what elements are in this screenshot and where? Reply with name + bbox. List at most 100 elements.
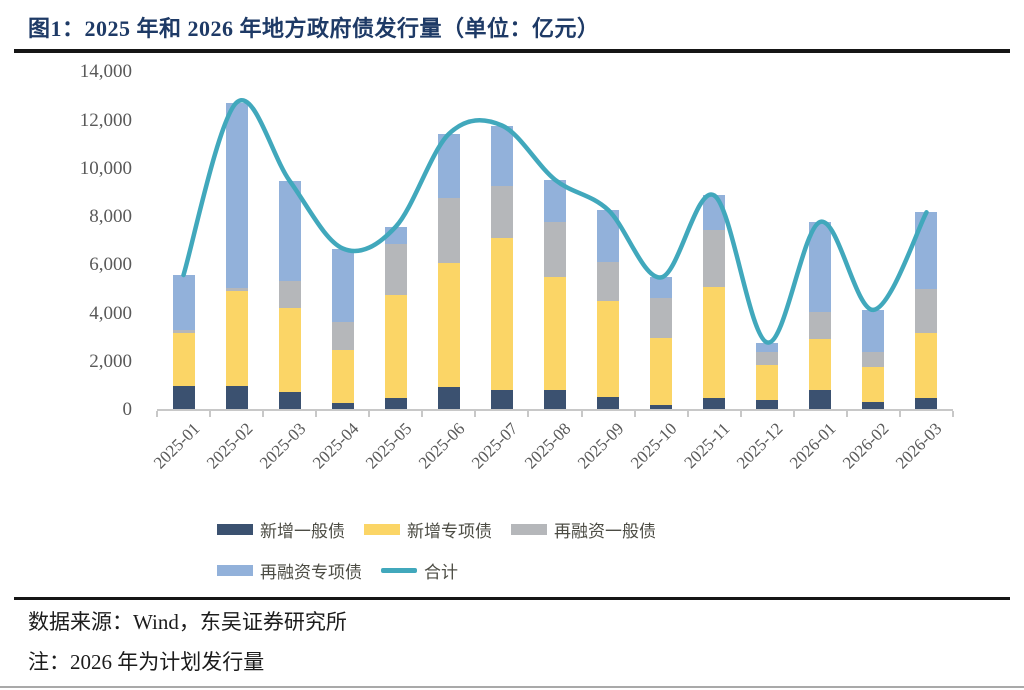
bar-segment-new-special — [809, 338, 832, 390]
bar-segment-refi-special — [809, 222, 832, 313]
figure-note: 注：2026 年为计划发行量 — [28, 650, 265, 674]
bar-segment-new-special — [597, 301, 620, 397]
x-tick — [633, 411, 636, 417]
x-tick-label: 2025-10 — [627, 419, 681, 473]
x-tick-label: 2025-04 — [308, 419, 363, 473]
bar-segment-refi-general — [703, 230, 726, 288]
figure-title: 图1：2025 年和 2026 年地方政府债发行量（单位：亿元） — [28, 16, 600, 41]
bar-segment-refi-general — [544, 221, 566, 278]
bar-segment-refi-general — [809, 312, 832, 339]
title-rule — [14, 49, 1010, 53]
bar-segment-new-general — [597, 396, 620, 410]
y-tick-label: 10,000 — [79, 157, 132, 179]
bar-segment-new-special — [225, 290, 248, 386]
x-tick-label: 2025-11 — [680, 419, 734, 473]
bar-stack-2026-02 — [862, 309, 885, 410]
legend-swatch-refi-general — [511, 524, 547, 535]
x-axis-line — [157, 409, 953, 411]
x-tick-label: 2025-03 — [255, 419, 310, 473]
bar-segment-refi-general — [650, 297, 673, 338]
x-tick — [368, 411, 371, 417]
bar-stack-2026-03 — [915, 212, 938, 410]
bar-segment-new-special — [915, 332, 938, 398]
bar-segment-new-general — [172, 385, 195, 410]
x-tick — [739, 411, 742, 417]
legend-label: 合计 — [424, 563, 458, 582]
bar-stack-2025-11 — [703, 195, 726, 410]
bar-segment-new-special — [437, 262, 460, 388]
bar-stack-2025-08 — [544, 179, 566, 410]
bar-segment-new-special — [544, 277, 566, 390]
bar-segment-refi-general — [331, 322, 354, 350]
x-tick-label: 2025-02 — [202, 419, 257, 473]
x-tick-label: 2025-12 — [733, 419, 787, 473]
bar-segment-new-general — [756, 400, 779, 410]
bar-stack-2025-09 — [597, 209, 620, 410]
bar-segment-refi-special — [862, 309, 885, 353]
chart-area: 0 2,000 4,000 6,000 8,000 10,000 12,000 14,000 … — [79, 61, 954, 473]
bar-segment-refi-special — [490, 125, 513, 186]
bar-segment-refi-general — [490, 185, 513, 238]
bar-segment-new-special — [490, 237, 513, 390]
bar-segment-new-general — [278, 391, 301, 410]
bar-stack-2026-01 — [809, 222, 832, 410]
legend-item-refi-general: 再融资一般债 — [511, 517, 656, 542]
bar-segment-new-special — [650, 337, 673, 406]
legend-swatch-new-special — [364, 524, 400, 535]
chart-legend: 新增一般债 新增专项债 再融资一般债再融资专项债 合计 — [217, 517, 675, 599]
y-tick-label: 0 — [122, 399, 133, 420]
bar-segment-new-general — [650, 405, 673, 410]
x-tick — [156, 411, 158, 417]
legend-swatch-refi-special — [217, 565, 253, 576]
bar-stack-2025-03 — [278, 180, 301, 410]
footer-rule — [14, 597, 1010, 600]
legend-label: 再融资专项债 — [260, 563, 362, 582]
bar-stack-2025-06 — [437, 133, 460, 410]
bar-segment-refi-general — [597, 261, 620, 302]
bar-segment-new-general — [437, 387, 460, 410]
legend-item-total: 合计 — [381, 558, 458, 583]
bar-segment-refi-general — [437, 197, 460, 263]
x-tick-label: 2025-05 — [361, 419, 416, 473]
bar-segment-refi-special — [650, 277, 673, 298]
x-tick-label: 2025-09 — [573, 419, 628, 473]
x-tick — [262, 411, 265, 417]
bar-stack-2025-12 — [756, 342, 779, 410]
bar-segment-new-general — [544, 389, 566, 410]
x-tick-label: 2026-03 — [892, 419, 946, 473]
y-tick-label: 2,000 — [89, 350, 132, 372]
data-source: 数据来源：Wind，东吴证券研究所 — [28, 610, 347, 634]
y-tick-label: 4,000 — [89, 302, 132, 324]
y-tick-label: 14,000 — [79, 61, 132, 83]
bar-segment-refi-special — [437, 133, 460, 198]
bar-stack-2025-07 — [490, 125, 513, 410]
bar-segment-new-general — [490, 389, 513, 410]
bar-segment-refi-special — [703, 195, 726, 231]
x-tick-label: 2026-02 — [839, 419, 893, 473]
x-tick — [580, 411, 583, 417]
x-tick — [845, 411, 848, 417]
legend-item-new-general: 新增一般债 — [217, 517, 345, 542]
legend-row: 再融资专项债 合计 — [217, 558, 675, 583]
y-tick-label: 8,000 — [89, 206, 132, 228]
bar-stack-2025-02 — [225, 102, 248, 410]
bar-stack-2025-05 — [384, 226, 407, 410]
bottom-rule — [0, 686, 1024, 688]
x-tick-label: 2025-07 — [467, 419, 522, 473]
y-tick-label: 12,000 — [79, 109, 132, 131]
legend-label: 新增一般债 — [260, 522, 345, 541]
x-tick-label: 2025-08 — [520, 419, 575, 473]
bar-segment-refi-general — [915, 289, 938, 333]
legend-item-refi-special: 再融资专项债 — [217, 558, 362, 583]
legend-row: 新增一般债 新增专项债 再融资一般债 — [217, 517, 675, 542]
bar-segment-new-special — [756, 365, 779, 401]
bar-stack-2025-10 — [650, 277, 673, 410]
bar-segment-new-general — [862, 401, 885, 410]
x-tick — [474, 411, 477, 417]
bar-segment-refi-special — [384, 226, 407, 244]
bar-segment-refi-general — [862, 352, 885, 367]
x-tick — [792, 411, 795, 417]
legend-swatch-total — [381, 568, 417, 573]
bar-segment-refi-special — [915, 212, 938, 290]
